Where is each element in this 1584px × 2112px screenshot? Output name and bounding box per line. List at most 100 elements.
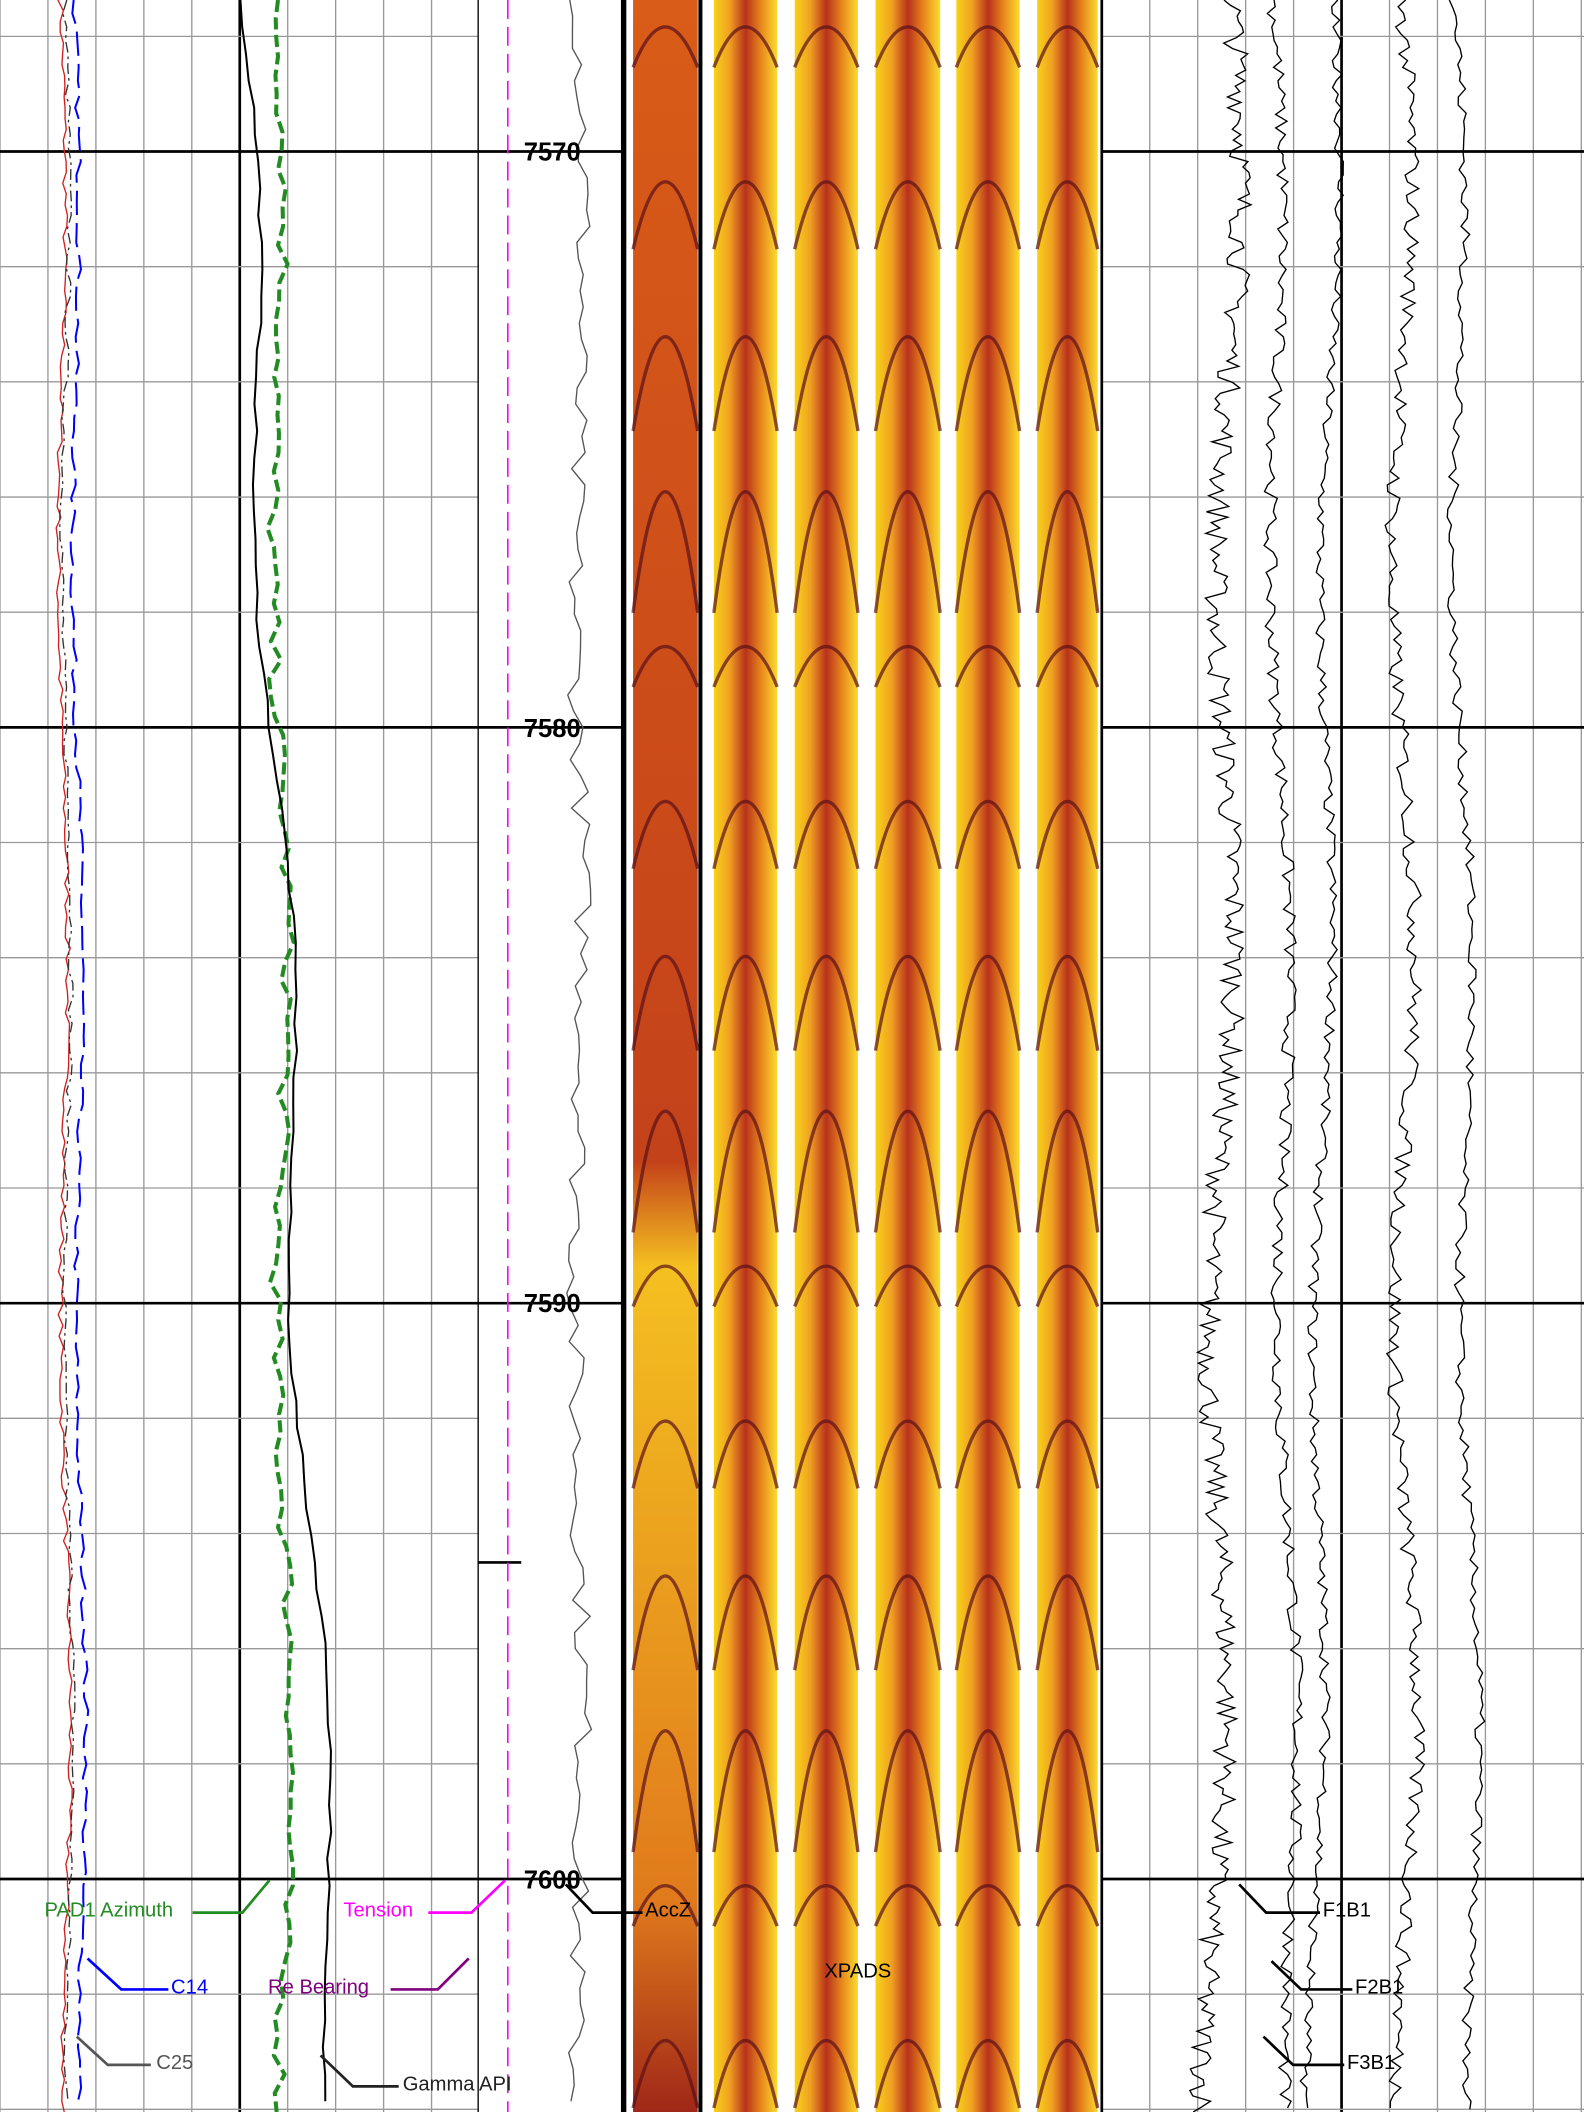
image-feature: [631, 335, 700, 432]
image-feature: [712, 1264, 779, 1308]
log-curve: [239, 0, 333, 2102]
log-curve: [566, 0, 593, 2102]
image-feature: [793, 490, 860, 614]
image-feature: [631, 2039, 700, 2109]
leader: [75, 2035, 151, 2067]
image-feature: [873, 1574, 942, 1671]
image-feature: [873, 180, 942, 250]
image-feature: [873, 954, 942, 1051]
leader: [86, 1957, 169, 1991]
image-feature: [631, 1574, 700, 1671]
image-feature: [1035, 1574, 1100, 1671]
image-feature: [954, 954, 1022, 1051]
image-feature: [873, 1729, 942, 1853]
leader: [390, 1957, 470, 1991]
leader: [1262, 2035, 1345, 2067]
log-curve: [55, 0, 73, 2112]
curve-label: PAD1 Azimuth: [44, 1900, 173, 1922]
depth-label: 7590: [524, 1290, 581, 1318]
image-feature: [1035, 2039, 1100, 2109]
curve-labels: PAD1 Azimuth Tension C14 Re Bearing C25 …: [44, 1879, 1403, 2095]
image-feature: [712, 800, 779, 870]
image-feature: [712, 335, 779, 432]
image-feature: [1035, 954, 1100, 1051]
image-feature: [1035, 644, 1100, 688]
image-feature: [712, 25, 779, 68]
curve-label: Gamma API: [403, 2073, 512, 2095]
image-feature: [712, 954, 779, 1051]
image-feature: [793, 1729, 860, 1853]
image-feature: [712, 1884, 779, 1927]
log-curve: [69, 0, 90, 2102]
log-curve: [1446, 0, 1486, 2110]
image-feature: [793, 1109, 860, 1233]
image-feature: [712, 1109, 779, 1233]
curve-label: Tension: [343, 1900, 413, 1922]
depth-labels: 7570 7580 7590 7600: [524, 138, 581, 1894]
image-feature: [793, 954, 860, 1051]
image-feature: [954, 2039, 1022, 2109]
image-feature: [1035, 1729, 1100, 1853]
image-feature: [793, 25, 860, 68]
image-feature: [1035, 1884, 1100, 1927]
image-feature: [712, 1729, 779, 1853]
image-feature: [631, 180, 700, 250]
image-feature: [954, 644, 1022, 688]
image-feature: [873, 25, 942, 68]
image-feature: [631, 800, 700, 870]
image-feature: [631, 25, 700, 68]
image-feature: [631, 1419, 700, 1489]
image-feature: [1035, 1264, 1100, 1308]
image-feature: [1035, 180, 1100, 250]
image-strip: [633, 0, 698, 2112]
curve-label: XPADS: [824, 1960, 891, 1982]
leader: [1238, 1883, 1320, 1914]
curve-label: AccZ: [645, 1900, 691, 1922]
image-feature: [873, 1884, 942, 1927]
image-feature: [793, 1264, 860, 1308]
image-feature: [793, 1419, 860, 1489]
depth-label: 7580: [524, 715, 581, 743]
depth-label: 7570: [524, 138, 581, 166]
image-feature: [631, 1264, 700, 1308]
log-curve: [265, 0, 296, 2112]
image-feature: [793, 2039, 860, 2109]
image-feature: [954, 490, 1022, 614]
image-feature: [873, 335, 942, 432]
image-feature: [954, 1109, 1022, 1233]
image-feature: [954, 800, 1022, 870]
image-feature: [631, 1729, 700, 1853]
curve-label: C14: [171, 1976, 208, 1998]
image-feature: [954, 1729, 1022, 1853]
curves: [55, 0, 1486, 2112]
log-curve: [1299, 0, 1345, 2109]
image-feature: [954, 1574, 1022, 1671]
image-feature: [631, 644, 700, 688]
curve-label: F3B1: [1347, 2052, 1395, 2074]
image-feature: [631, 1109, 700, 1233]
image-feature: [793, 800, 860, 870]
image-feature: [954, 1264, 1022, 1308]
image-feature: [631, 954, 700, 1051]
curve-label: C25: [156, 2052, 193, 2074]
curve-label: Re Bearing: [268, 1976, 369, 1998]
image-strip: [1037, 0, 1098, 2112]
image-strip: [956, 0, 1020, 2112]
log-curve: [1263, 0, 1304, 2109]
image-feature: [873, 644, 942, 688]
image-feature: [1035, 490, 1100, 614]
image-feature: [873, 1109, 942, 1233]
curve-label: F2B1: [1355, 1976, 1403, 1998]
image-feature: [1035, 25, 1100, 68]
log-curve: [1384, 0, 1426, 2108]
image-feature: [954, 1419, 1022, 1489]
image-strip: [875, 0, 941, 2112]
image-strip: [794, 0, 858, 2112]
image-feature: [712, 644, 779, 688]
image-strip: [713, 0, 778, 2112]
image-feature: [954, 335, 1022, 432]
image-feature: [712, 2039, 779, 2109]
